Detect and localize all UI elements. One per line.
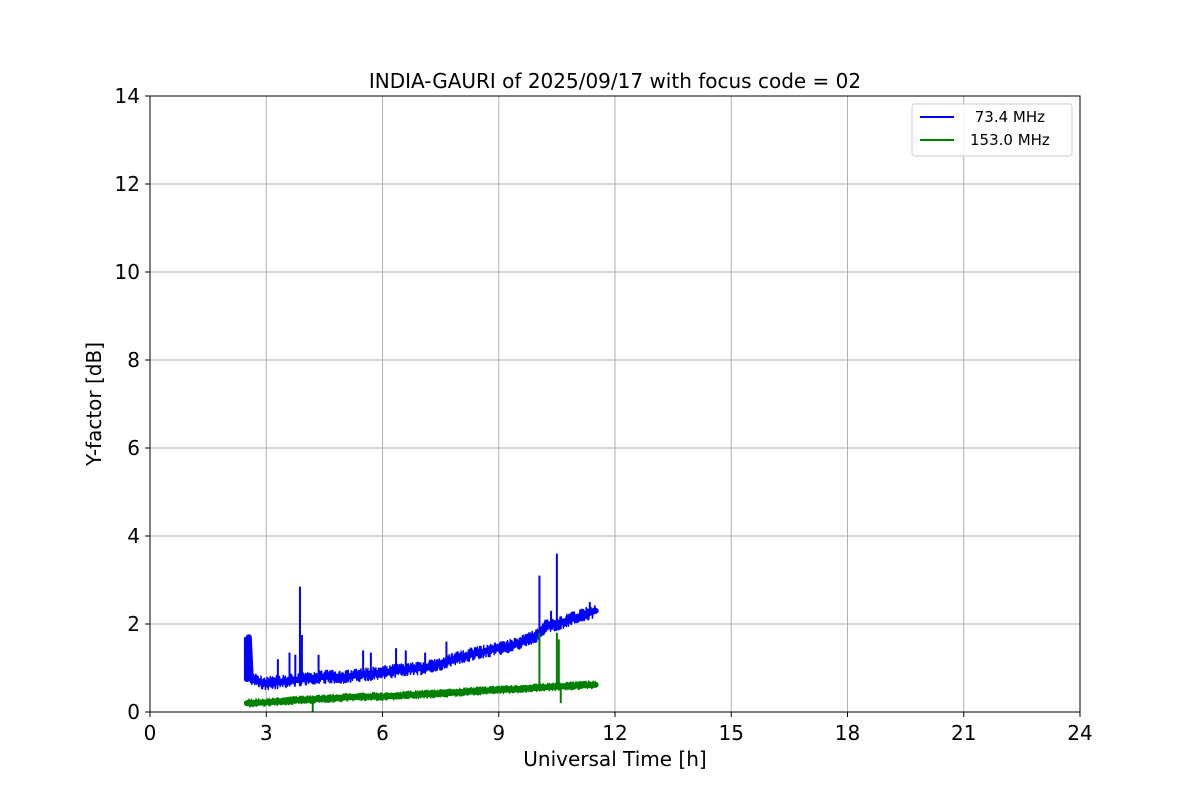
- series-core-band: [243, 681, 599, 707]
- y-tick-label: 2: [127, 612, 140, 636]
- y-tick-label: 8: [127, 348, 140, 372]
- series-layer: [243, 553, 599, 712]
- x-tick-label: 6: [376, 721, 389, 745]
- y-axis-label: Y-factor [dB]: [82, 342, 106, 467]
- y-tick-label: 10: [115, 260, 140, 284]
- x-tick-label: 15: [719, 721, 744, 745]
- y-tick-label: 14: [115, 84, 140, 108]
- x-tick-label: 0: [144, 721, 157, 745]
- x-axis-ticks: 0 3 6 9 12 15 18 21 24: [144, 712, 1093, 745]
- legend: 73.4 MHz 153.0 MHz: [911, 103, 1073, 157]
- x-tick-label: 12: [602, 721, 627, 745]
- y-axis-ticks: 0 2 4 6 8 10 12 14: [115, 84, 150, 724]
- x-tick-label: 24: [1067, 721, 1092, 745]
- series-1: [243, 632, 599, 712]
- grid-lines: [149, 95, 1081, 713]
- y-tick-label: 0: [127, 700, 140, 724]
- x-tick-label: 18: [835, 721, 860, 745]
- y-tick-label: 12: [115, 172, 140, 196]
- x-tick-label: 21: [951, 721, 976, 745]
- x-tick-label: 9: [492, 721, 505, 745]
- x-axis-label: Universal Time [h]: [523, 747, 706, 771]
- series-core-band: [243, 607, 599, 687]
- series-0: [243, 553, 599, 691]
- chart-title: INDIA-GAURI of 2025/09/17 with focus cod…: [369, 69, 861, 93]
- y-tick-label: 4: [127, 524, 140, 548]
- legend-label: 73.4 MHz: [970, 108, 1045, 126]
- y-tick-label: 6: [127, 436, 140, 460]
- legend-label: 153.0 MHz: [970, 131, 1050, 149]
- x-tick-label: 3: [260, 721, 273, 745]
